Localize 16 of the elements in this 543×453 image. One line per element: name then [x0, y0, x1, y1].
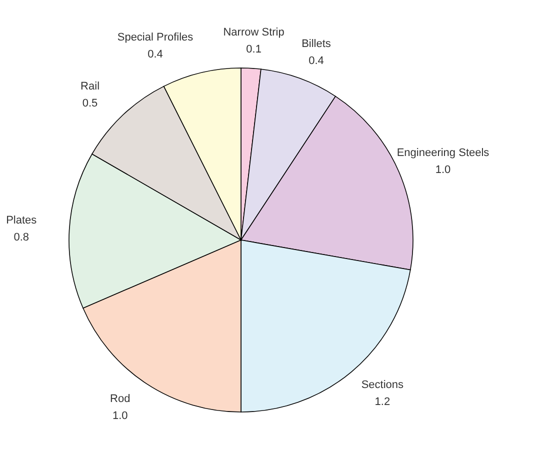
slice-label: Rod — [110, 393, 130, 406]
data-label: 1.2 — [374, 396, 390, 408]
data-label: 0.4 — [148, 48, 163, 60]
data-label: 0.5 — [82, 98, 98, 110]
slice-label: Plates — [6, 214, 38, 226]
slice-label: Sections — [361, 379, 404, 392]
data-label: 0.4 — [308, 55, 324, 68]
slice-label: Special Profiles — [117, 31, 194, 44]
data-label: 0.8 — [14, 231, 30, 244]
slice-label: Engineering Steels — [396, 146, 490, 159]
data-label: 1.0 — [112, 410, 128, 422]
slice-label: Rail — [80, 80, 100, 93]
data-label: 1.0 — [435, 164, 451, 176]
slice-label: Narrow Strip — [223, 26, 284, 38]
slice-label: Billets — [302, 38, 332, 50]
data-label: 0.1 — [246, 43, 262, 56]
